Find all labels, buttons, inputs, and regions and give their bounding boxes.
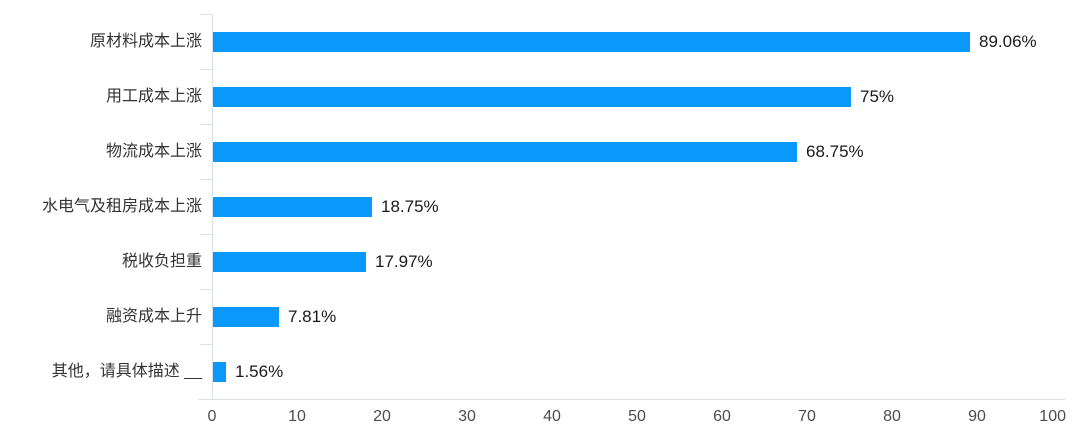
category-boundary-tick bbox=[200, 124, 212, 125]
category-boundary-tick bbox=[200, 289, 212, 290]
y-axis-line bbox=[212, 14, 213, 399]
value-label: 75% bbox=[860, 86, 895, 106]
x-axis-tick-label: 50 bbox=[628, 408, 646, 425]
x-axis-tick-label: 90 bbox=[968, 408, 986, 425]
value-label: 89.06% bbox=[979, 31, 1037, 51]
value-label: 7.81% bbox=[288, 306, 337, 326]
x-axis-tick-label: 60 bbox=[713, 408, 731, 425]
x-axis-tick-label: 10 bbox=[288, 408, 306, 425]
bar bbox=[213, 361, 226, 382]
x-axis-tick-label: 20 bbox=[373, 408, 391, 425]
category-boundary-tick bbox=[200, 14, 212, 15]
category-label: 物流成本上涨 bbox=[105, 142, 202, 160]
category-label: 用工成本上涨 bbox=[105, 87, 202, 105]
value-label: 68.75% bbox=[806, 141, 864, 161]
bar bbox=[213, 31, 970, 52]
x-axis-tick-label: 70 bbox=[798, 408, 816, 425]
bar bbox=[213, 306, 279, 327]
x-axis-line bbox=[198, 399, 1065, 400]
category-boundary-tick bbox=[200, 344, 212, 345]
category-label: 税收负担重 bbox=[121, 252, 202, 270]
value-label: 18.75% bbox=[381, 196, 439, 216]
value-label: 17.97% bbox=[375, 251, 433, 271]
x-axis-tick-label: 80 bbox=[883, 408, 901, 425]
category-boundary-tick bbox=[200, 69, 212, 70]
bar bbox=[213, 141, 797, 162]
value-label: 1.56% bbox=[235, 361, 284, 381]
bar bbox=[213, 196, 372, 217]
x-axis-tick-label: 0 bbox=[207, 408, 217, 425]
category-boundary-tick bbox=[200, 234, 212, 235]
category-label: 原材料成本上涨 bbox=[89, 32, 202, 50]
category-label: 融资成本上升 bbox=[105, 307, 202, 325]
bar bbox=[213, 86, 851, 107]
x-axis-tick-label: 30 bbox=[458, 408, 476, 425]
bar bbox=[213, 251, 366, 272]
x-axis-tick-label: 100 bbox=[1039, 408, 1066, 425]
category-label: 其他，请具体描述 __ bbox=[51, 362, 202, 380]
x-axis-tick-label: 40 bbox=[543, 408, 561, 425]
category-boundary-tick bbox=[200, 179, 212, 180]
category-label: 水电气及租房成本上涨 bbox=[41, 197, 202, 215]
